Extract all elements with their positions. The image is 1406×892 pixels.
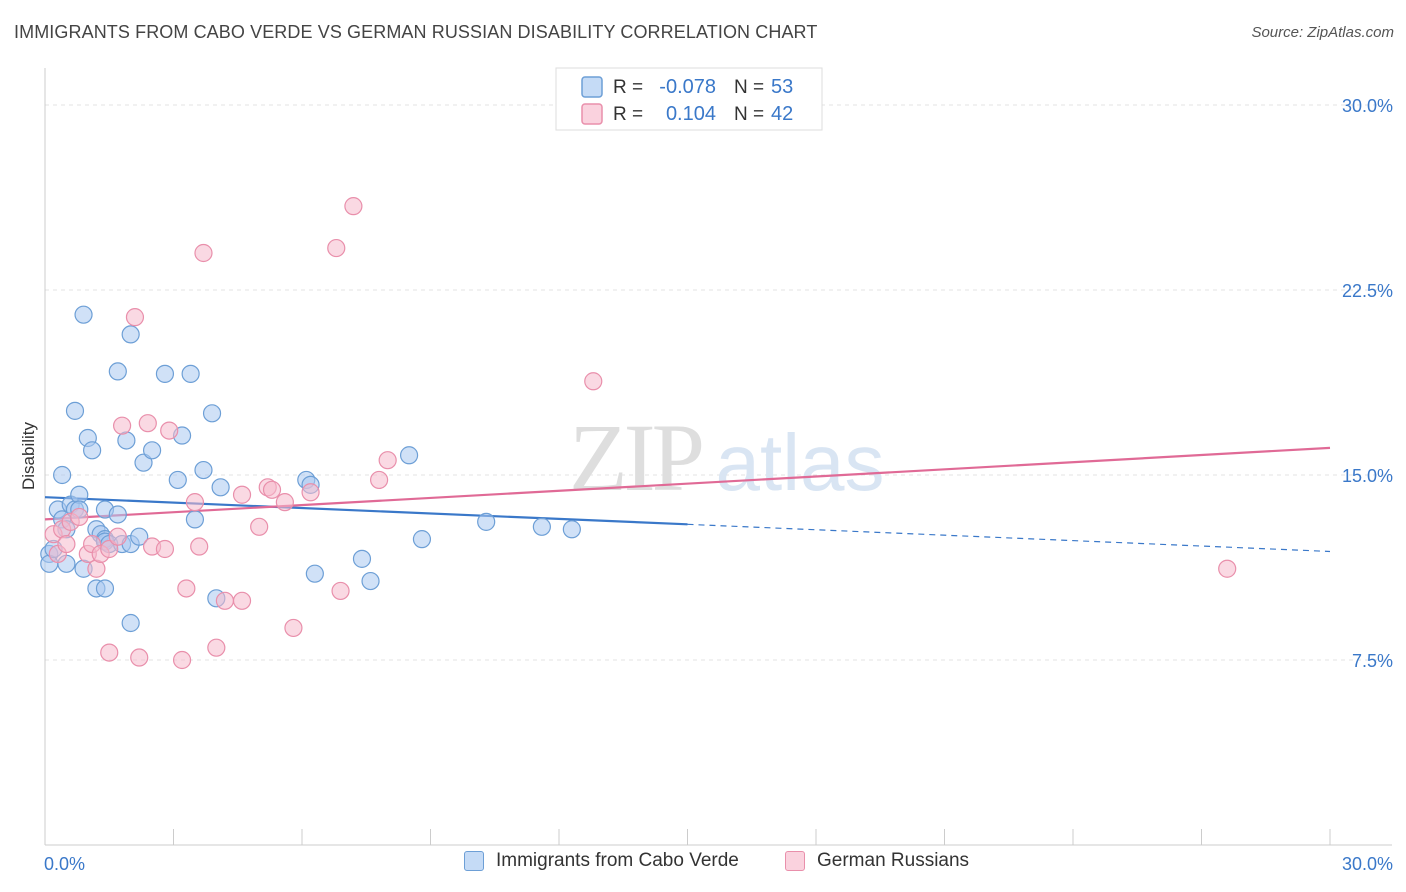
legend-r-value: -0.078 bbox=[659, 76, 716, 98]
point-cabo-verde bbox=[185, 510, 205, 529]
point-german-russians bbox=[327, 238, 346, 258]
point-german-russians bbox=[250, 517, 269, 536]
point-german-russians bbox=[190, 537, 209, 556]
point-cabo-verde bbox=[130, 527, 149, 546]
legend-n-value: 53 bbox=[771, 76, 793, 98]
y-tick-label: 22.5% bbox=[1342, 281, 1393, 301]
point-cabo-verde bbox=[361, 571, 380, 591]
y-tick-label: 30.0% bbox=[1342, 96, 1393, 116]
point-german-russians bbox=[70, 507, 89, 527]
watermark: ZIP atlas bbox=[569, 404, 884, 511]
legend-n-value: 42 bbox=[771, 103, 793, 125]
point-german-russians bbox=[301, 483, 320, 502]
point-german-russians bbox=[378, 451, 397, 470]
point-cabo-verde bbox=[65, 401, 85, 420]
point-cabo-verde bbox=[562, 520, 581, 539]
legend-swatch-blue bbox=[464, 851, 484, 871]
x-tick-label-max: 30.0% bbox=[1342, 854, 1393, 874]
point-cabo-verde bbox=[121, 325, 140, 344]
axes: Disability bbox=[19, 68, 1392, 846]
legend-swatch bbox=[581, 76, 603, 98]
point-cabo-verde bbox=[211, 478, 230, 497]
point-cabo-verde bbox=[194, 460, 213, 480]
legend-top: R = -0.078 N = 53 R = 0.104 N = 42 bbox=[555, 67, 823, 131]
trend-line-cabo-verde bbox=[44, 496, 688, 526]
y-tick-label: 7.5% bbox=[1352, 651, 1393, 671]
point-german-russians bbox=[57, 534, 76, 554]
source-label: Source: ZipAtlas.com bbox=[1251, 24, 1394, 41]
point-german-russians bbox=[232, 591, 252, 610]
legend-item-cabo-verde[interactable]: Immigrants from Cabo Verde bbox=[464, 850, 739, 872]
point-german-russians bbox=[138, 414, 157, 433]
point-cabo-verde bbox=[155, 364, 175, 383]
point-cabo-verde bbox=[108, 362, 127, 381]
point-cabo-verde bbox=[412, 530, 432, 549]
point-cabo-verde bbox=[108, 505, 127, 524]
trend-line-german-russians bbox=[44, 446, 1331, 521]
point-cabo-verde bbox=[305, 564, 324, 583]
y-tick-labels: 7.5% 15.0% 22.5% 30.0% bbox=[1342, 96, 1393, 671]
point-german-russians bbox=[155, 539, 175, 559]
point-cabo-verde bbox=[202, 404, 222, 423]
point-german-russians bbox=[275, 493, 294, 512]
point-cabo-verde bbox=[74, 305, 93, 324]
point-german-russians bbox=[172, 650, 192, 670]
chart-title: IMMIGRANTS FROM CABO VERDE VS GERMAN RUS… bbox=[14, 22, 818, 42]
point-cabo-verde bbox=[399, 446, 419, 465]
point-german-russians bbox=[125, 308, 145, 327]
point-german-russians bbox=[112, 416, 132, 435]
point-german-russians bbox=[185, 493, 205, 512]
point-german-russians bbox=[284, 618, 303, 638]
point-german-russians bbox=[232, 485, 252, 504]
watermark-zip: ZIP bbox=[569, 404, 702, 511]
trend-lines bbox=[44, 446, 1331, 553]
point-german-russians bbox=[584, 372, 603, 391]
point-german-russians bbox=[100, 539, 119, 559]
legend-swatch-pink bbox=[785, 851, 805, 871]
point-german-russians bbox=[331, 581, 350, 601]
legend-label-cabo-verde: Immigrants from Cabo Verde bbox=[496, 850, 739, 871]
point-german-russians bbox=[370, 470, 389, 490]
point-german-russians bbox=[100, 643, 119, 662]
point-german-russians bbox=[177, 579, 196, 598]
point-german-russians bbox=[130, 648, 149, 667]
grid bbox=[45, 104, 1390, 661]
trend-line-cabo-verde-projection bbox=[687, 523, 1331, 553]
point-cabo-verde bbox=[532, 517, 551, 536]
point-german-russians bbox=[160, 421, 179, 440]
x-tick-labels: 0.0% 30.0% bbox=[44, 854, 1393, 874]
point-cabo-verde bbox=[121, 613, 140, 633]
point-cabo-verde bbox=[53, 465, 72, 485]
point-german-russians bbox=[344, 197, 363, 216]
point-german-russians bbox=[194, 243, 213, 263]
point-cabo-verde bbox=[477, 512, 496, 531]
legend-r-value: 0.104 bbox=[666, 103, 716, 125]
legend-r-label: R = bbox=[613, 104, 643, 125]
point-cabo-verde bbox=[181, 364, 200, 383]
point-german-russians bbox=[207, 638, 226, 657]
legend-bottom: Immigrants from Cabo Verde German Russia… bbox=[0, 850, 1406, 878]
point-cabo-verde bbox=[134, 453, 153, 472]
point-german-russians bbox=[215, 591, 234, 610]
legend-r-label: R = bbox=[613, 77, 643, 98]
legend-n-label: N = bbox=[734, 104, 764, 125]
point-german-russians bbox=[262, 480, 282, 499]
legend-n-label: N = bbox=[734, 77, 764, 98]
legend-label-german-russians: German Russians bbox=[817, 850, 970, 871]
y-axis-label: Disability bbox=[19, 421, 38, 490]
data-points bbox=[40, 197, 1237, 670]
x-tick-label-min: 0.0% bbox=[44, 854, 85, 874]
y-tick-label: 15.0% bbox=[1342, 466, 1393, 486]
legend-item-german-russians[interactable]: German Russians bbox=[785, 850, 969, 872]
point-cabo-verde bbox=[168, 470, 187, 490]
watermark-atlas: atlas bbox=[716, 418, 885, 507]
point-cabo-verde bbox=[142, 441, 162, 460]
point-cabo-verde bbox=[95, 579, 115, 598]
legend-swatch bbox=[581, 103, 603, 125]
point-cabo-verde bbox=[83, 441, 102, 460]
point-cabo-verde bbox=[352, 549, 372, 568]
point-german-russians bbox=[108, 527, 127, 546]
point-german-russians bbox=[1218, 559, 1237, 578]
